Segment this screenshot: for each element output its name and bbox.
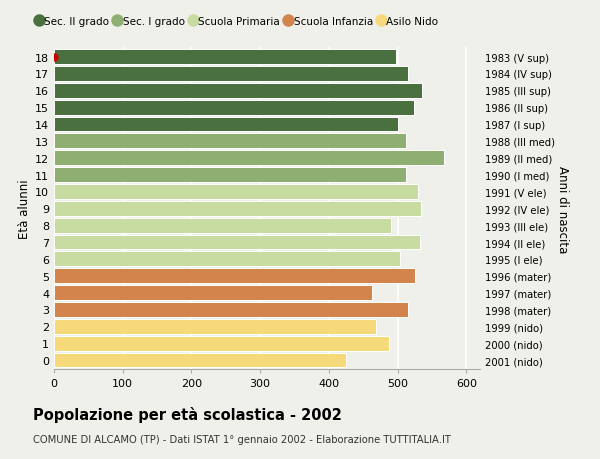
Bar (54, 168, 406, 183)
Bar (54, 185, 418, 199)
Bar (54, 302, 408, 317)
Legend: Sec. II grado, Sec. I grado, Scuola Primaria, Scuola Infanzia, Asilo Nido: Sec. II grado, Sec. I grado, Scuola Prim… (36, 17, 439, 27)
Text: COMUNE DI ALCAMO (TP) - Dati ISTAT 1° gennaio 2002 - Elaborazione TUTTITALIA.IT: COMUNE DI ALCAMO (TP) - Dati ISTAT 1° ge… (33, 434, 451, 444)
Text: Popolazione per età scolastica - 2002: Popolazione per età scolastica - 2002 (33, 406, 342, 422)
Bar (54, 101, 414, 115)
Bar (54, 252, 400, 267)
Bar (54, 151, 443, 166)
Bar (54, 84, 422, 99)
Bar (54, 202, 421, 216)
Y-axis label: Anni di nascita: Anni di nascita (556, 165, 569, 252)
Bar (54, 235, 420, 250)
Bar (54, 269, 415, 284)
Y-axis label: Età alunni: Età alunni (18, 179, 31, 239)
Bar (54, 319, 376, 334)
Bar (54, 118, 398, 132)
Bar (54, 218, 391, 233)
Bar (54, 67, 408, 82)
Bar (54, 285, 372, 300)
Bar (54, 336, 389, 351)
Bar (54, 353, 346, 368)
Bar (54, 134, 406, 149)
Bar (54, 50, 396, 65)
